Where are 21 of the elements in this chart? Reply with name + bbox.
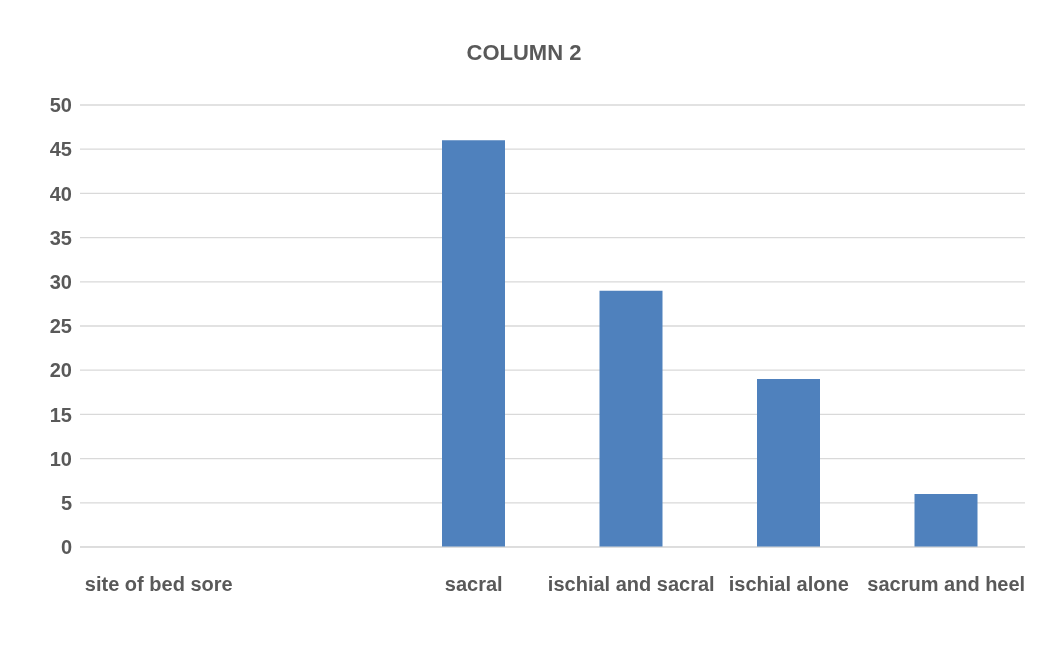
y-tick-label: 45 [49, 138, 72, 161]
bar [442, 140, 505, 547]
bar [599, 290, 663, 547]
x-tick-label: sacrum and heel [867, 573, 1026, 596]
y-tick-label: 0 [60, 536, 72, 559]
x-tick-label: site of bed sore [84, 573, 233, 596]
y-tick-label: 5 [60, 491, 72, 514]
bar [757, 379, 820, 547]
y-tick-label: 35 [49, 226, 72, 249]
y-tick-label: 15 [49, 403, 72, 426]
x-tick-label: sacral [444, 573, 503, 596]
y-tick-label: 25 [49, 315, 72, 338]
x-tick-label: ischial alone [728, 573, 849, 596]
y-tick-label: 30 [49, 270, 72, 293]
chart-title: COLUMN 2 [465, 40, 583, 66]
y-tick-label: 20 [49, 359, 72, 382]
y-tick-label: 40 [49, 182, 72, 205]
bar [914, 493, 978, 547]
y-tick-label: 10 [49, 447, 72, 470]
x-tick-label: ischial and sacral [547, 573, 715, 596]
y-tick-label: 50 [49, 94, 72, 117]
